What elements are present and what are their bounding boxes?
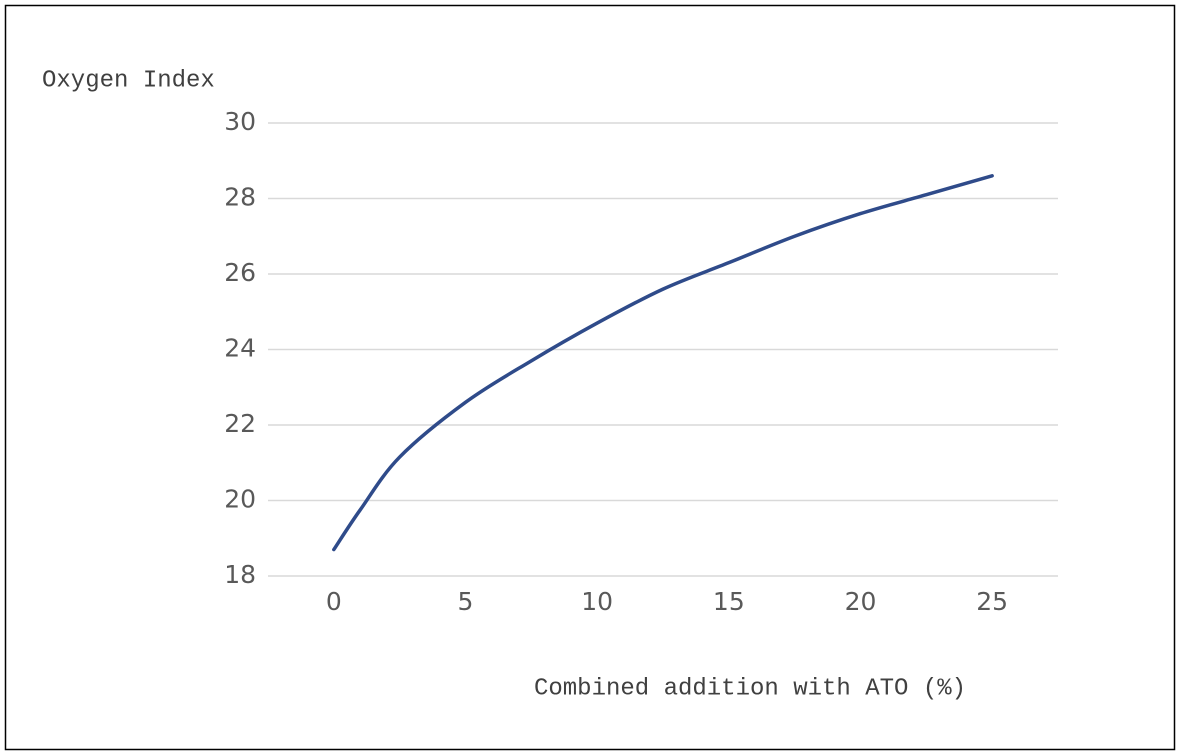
frame bbox=[4, 4, 1176, 751]
y-tick-label: 18 bbox=[224, 560, 256, 589]
x-tick-label: 5 bbox=[458, 587, 474, 616]
x-axis-title: Combined addition with ATO (%) bbox=[534, 675, 966, 702]
y-tick-label: 24 bbox=[224, 334, 256, 363]
x-tick-label: 10 bbox=[581, 587, 613, 616]
x-tick-label: 25 bbox=[976, 587, 1008, 616]
x-tick-label: 20 bbox=[845, 587, 877, 616]
y-tick-label: 20 bbox=[224, 485, 256, 514]
x-tick-label: 15 bbox=[713, 587, 745, 616]
y-tick-label: 26 bbox=[224, 258, 256, 287]
line-series bbox=[332, 174, 994, 552]
y-axis-title: Oxygen Index bbox=[42, 67, 215, 94]
y-tick-label: 28 bbox=[224, 183, 256, 212]
y-tick-label: 22 bbox=[224, 409, 256, 438]
y-tick-label: 30 bbox=[224, 107, 256, 136]
x-tick-label: 0 bbox=[326, 587, 342, 616]
